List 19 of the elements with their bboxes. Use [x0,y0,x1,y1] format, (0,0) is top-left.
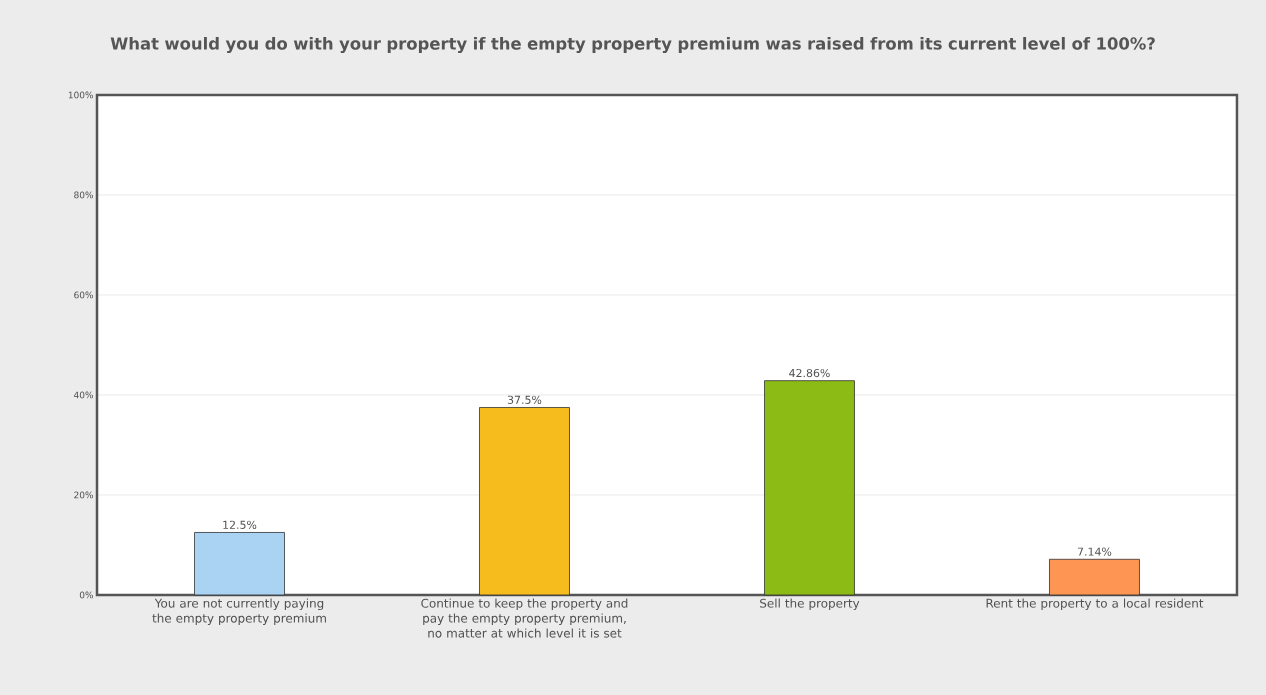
x-tick-label: You are not currently paying the empty property premium [152,598,326,626]
bar [194,532,285,596]
bar [1049,558,1140,596]
y-tick-label: 100% [68,91,93,99]
data-label: 7.14% [1077,547,1112,556]
y-tick-label: 0% [79,591,93,599]
x-tick-label: Rent the property to a local resident [986,598,1204,611]
data-label: 12.5% [223,520,257,529]
x-tick-label: Continue to keep the property and pay the empty property premium, no matter at which level it is set [421,598,628,638]
bar [479,407,570,596]
y-tick-label: 80% [74,191,93,199]
data-label: 42.86% [789,368,830,378]
y-tick-label: 60% [74,291,93,299]
chart-title: What would you do with your property if the empty property premium was raised from its current level of 100%? [110,36,1155,54]
y-tick-label: 20% [74,491,93,499]
bar [764,380,855,596]
data-label: 37.5% [507,395,542,404]
x-tick-label: Sell the property [760,598,860,611]
y-tick-label: 40% [74,391,93,399]
